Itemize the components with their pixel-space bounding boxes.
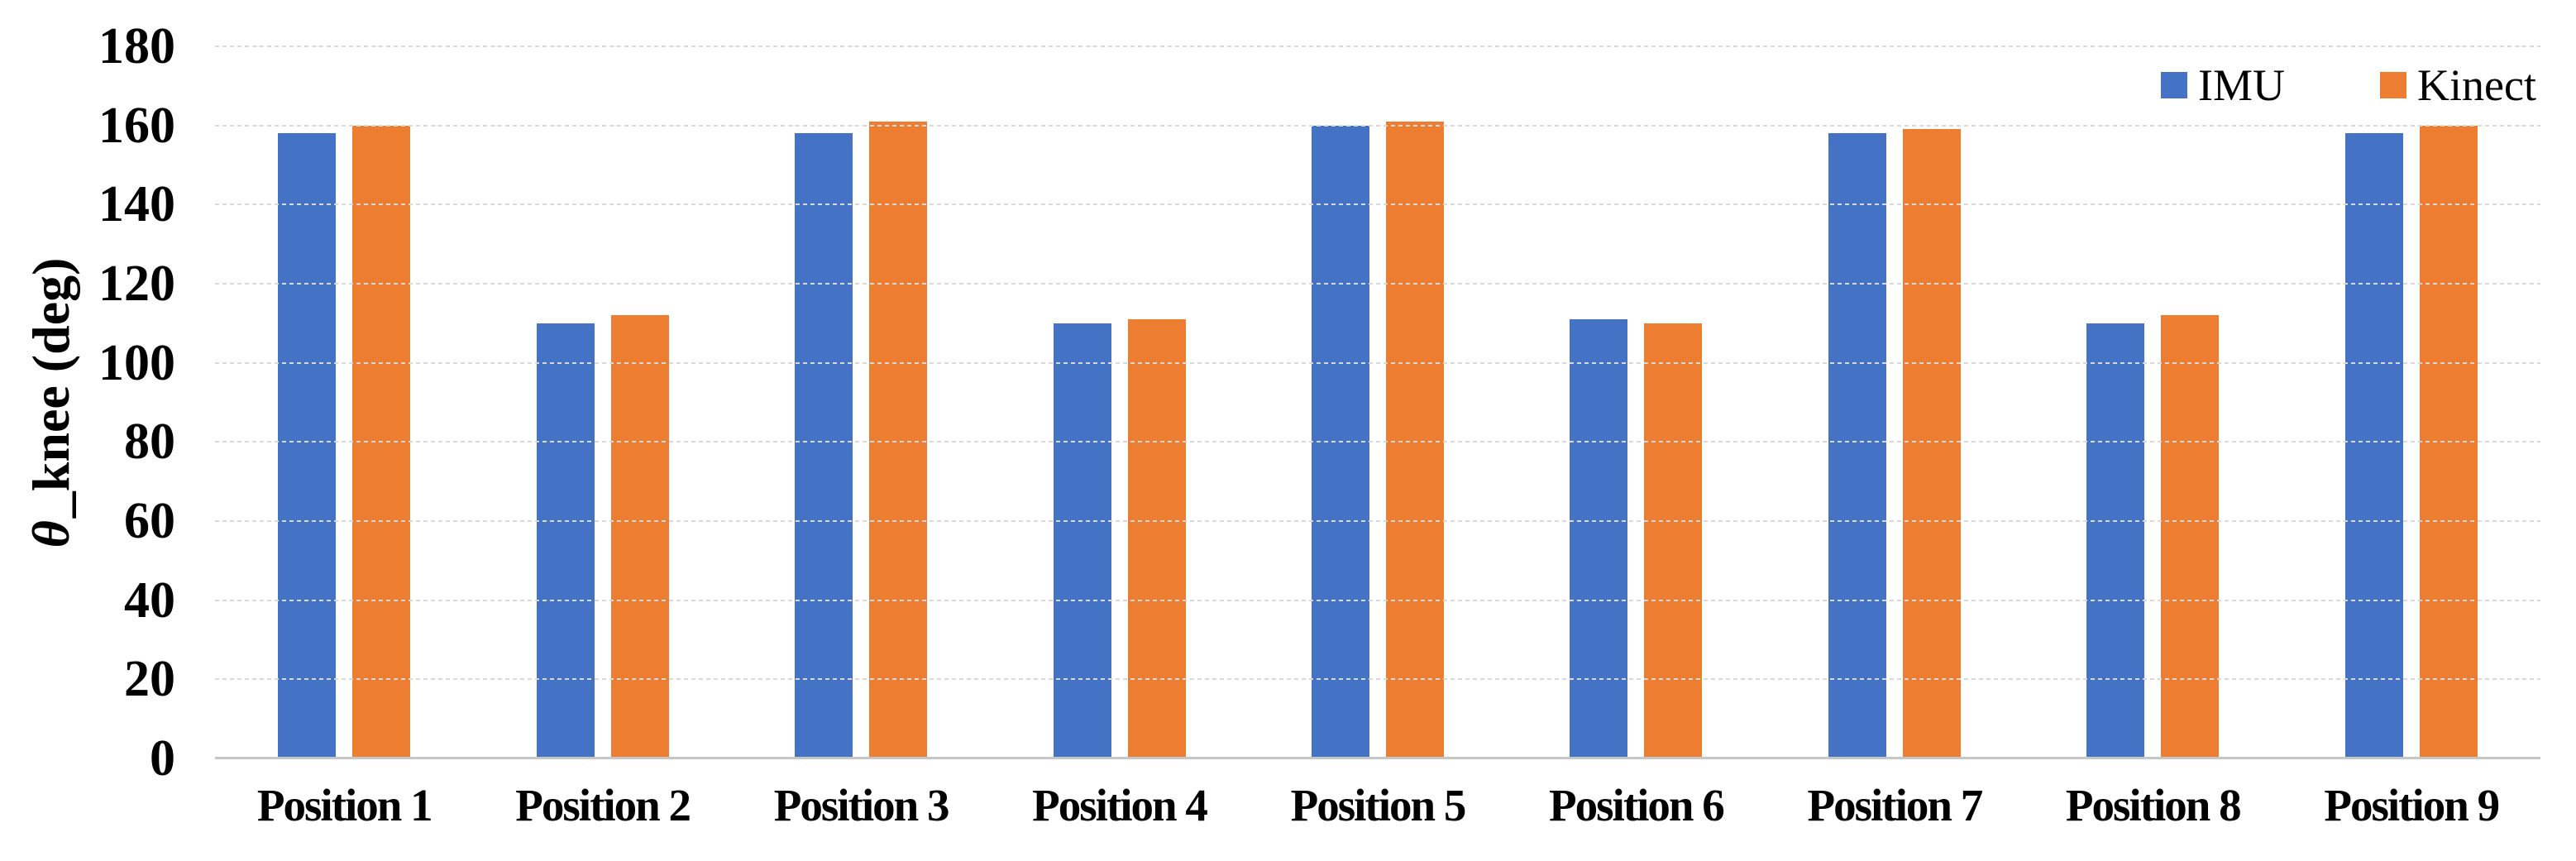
- legend-swatch-imu: [2161, 72, 2188, 98]
- bar-kinect-position-3: [869, 121, 928, 758]
- gridline-40: [215, 599, 2540, 601]
- y-tick-label-20: 20: [124, 651, 175, 708]
- x-axis-label-1: Position 1: [256, 780, 433, 830]
- x-axis-label-6: Position 6: [1549, 780, 1725, 830]
- y-tick-label-140: 140: [98, 176, 175, 233]
- gridline-100: [215, 361, 2540, 364]
- y-axis-tick-labels: 0 20 40 60 80 100 120 140 160 180: [0, 21, 175, 784]
- bar-group-4: [990, 46, 1248, 758]
- gridline-60: [215, 520, 2540, 522]
- gridline-180: [215, 45, 2540, 47]
- bar-imu-position-9: [2344, 133, 2403, 758]
- bar-imu-position-2: [536, 323, 595, 758]
- bar-kinect-position-4: [1127, 319, 1186, 758]
- bar-group-3: [732, 46, 990, 758]
- x-axis-label-7: Position 7: [1807, 780, 1983, 830]
- bar-imu-position-7: [1828, 133, 1886, 758]
- legend-item-imu: IMU: [2161, 63, 2285, 108]
- x-axis-label-4: Position 4: [1032, 780, 1208, 830]
- bar-group-6: [1507, 46, 1765, 758]
- y-tick-label-80: 80: [124, 414, 175, 471]
- legend-swatch-kinect: [2380, 72, 2407, 98]
- bar-kinect-position-2: [610, 315, 669, 758]
- bar-group-2: [473, 46, 731, 758]
- y-tick-label-180: 180: [98, 18, 175, 74]
- bar-kinect-position-5: [1385, 121, 1444, 758]
- gridline-20: [215, 678, 2540, 681]
- gridline-80: [215, 441, 2540, 443]
- bar-kinect-position-7: [1902, 129, 1961, 758]
- x-axis-label-8: Position 8: [2065, 780, 2242, 830]
- y-tick-label-160: 160: [98, 97, 175, 154]
- legend-label-kinect: Kinect: [2417, 60, 2536, 110]
- x-axis-label-9: Position 9: [2324, 780, 2500, 830]
- x-axis-label-3: Position 3: [773, 780, 950, 830]
- x-axis-labels: Position 1 Position 2 Position 3 Position 4…: [215, 779, 2540, 831]
- bar-kinect-position-8: [2161, 315, 2220, 758]
- bar-group-7: [1766, 46, 2024, 758]
- legend-label-imu: IMU: [2198, 60, 2286, 110]
- plot-area: [215, 45, 2540, 759]
- y-tick-label-0: 0: [150, 730, 175, 787]
- legend-item-kinect: Kinect: [2380, 63, 2536, 108]
- x-axis-label-2: Position 2: [515, 780, 691, 830]
- legend: IMU Kinect: [2161, 63, 2536, 108]
- y-tick-label-60: 60: [124, 493, 175, 549]
- bar-groups: [215, 46, 2540, 758]
- bar-imu-position-3: [795, 133, 853, 758]
- bar-group-9: [2282, 46, 2540, 758]
- x-axis-line: [215, 757, 2540, 759]
- gridline-140: [215, 203, 2540, 206]
- gridline-120: [215, 283, 2540, 285]
- bar-group-1: [215, 46, 473, 758]
- bar-imu-position-8: [2086, 323, 2145, 758]
- bar-imu-position-4: [1053, 323, 1111, 758]
- bar-group-5: [1249, 46, 1507, 758]
- y-tick-label-120: 120: [98, 256, 175, 312]
- bar-kinect-position-6: [1644, 323, 1703, 758]
- bar-imu-position-1: [278, 133, 337, 758]
- gridline-160: [215, 124, 2540, 127]
- y-tick-label-40: 40: [124, 572, 175, 629]
- bar-imu-position-6: [1570, 319, 1628, 758]
- bar-group-8: [2024, 46, 2282, 758]
- y-tick-label-100: 100: [98, 334, 175, 391]
- x-axis-label-5: Position 5: [1290, 780, 1467, 830]
